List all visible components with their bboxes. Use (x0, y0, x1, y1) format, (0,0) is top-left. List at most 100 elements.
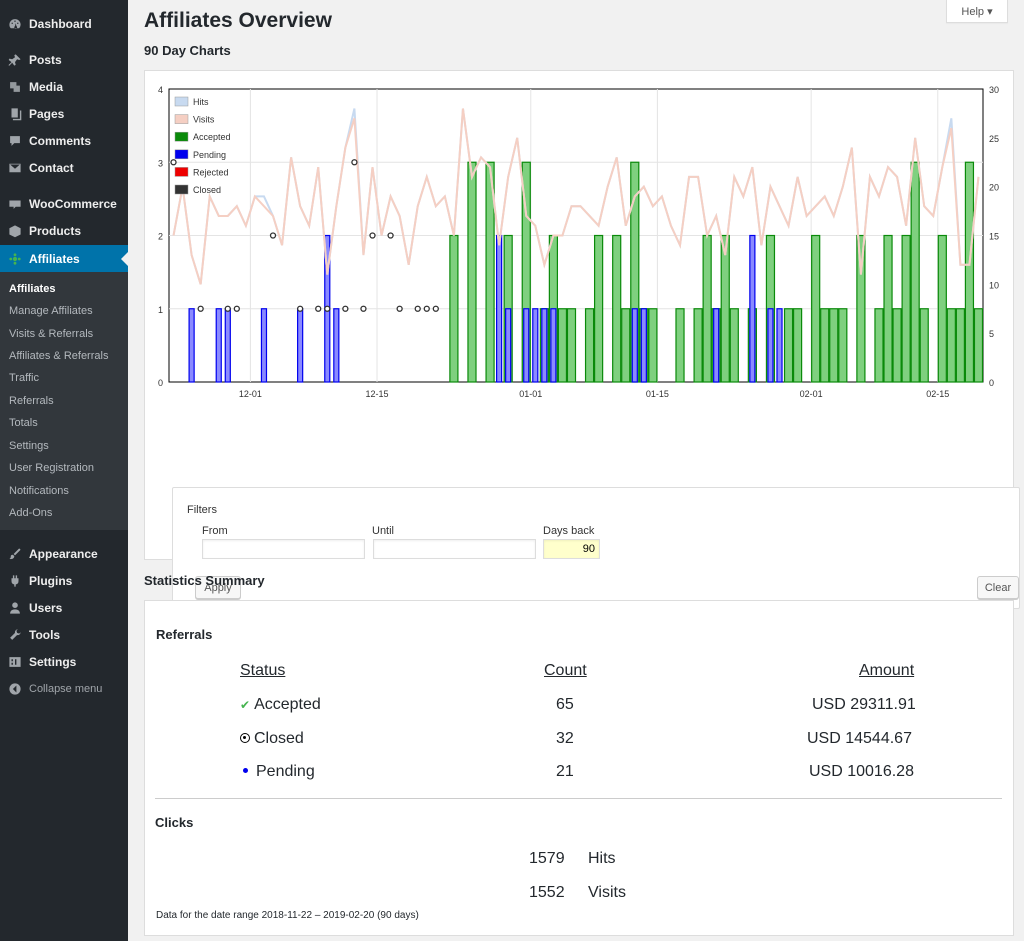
apply-button[interactable]: Apply (195, 576, 241, 599)
column-amount: Amount (859, 662, 915, 679)
wrench-icon (8, 628, 22, 642)
y-right-tick-label: 20 (989, 183, 999, 193)
menu-woocommerce[interactable]: WooCommerce (0, 190, 128, 217)
x-tick-label: 02-15 (926, 389, 949, 399)
clicks-heading: Clicks (155, 815, 194, 830)
menu-contact[interactable]: Contact (0, 154, 128, 181)
collapse-menu-button[interactable]: Collapse menu (0, 675, 128, 702)
x-tick-label: 01-15 (646, 389, 669, 399)
comment-icon (8, 134, 22, 148)
menu-media[interactable]: Media (0, 73, 128, 100)
hits-value: 1579 (529, 850, 565, 867)
closed-marker (414, 305, 421, 312)
pending-bar (749, 234, 756, 383)
submenu-visits-referrals[interactable]: Visits & Referrals (9, 328, 94, 340)
menu-label: WooCommerce (29, 196, 117, 211)
page-title: Affiliates Overview (144, 9, 332, 32)
submenu-add-ons[interactable]: Add-Ons (9, 507, 53, 519)
filters-title: Filters (187, 504, 217, 516)
closed-marker (360, 305, 367, 312)
accepted-bar (557, 308, 568, 383)
accepted-bar (702, 234, 712, 383)
days-back-input[interactable] (543, 539, 600, 559)
legend-label: Visits (193, 115, 215, 125)
y-right-tick-label: 25 (989, 134, 999, 144)
brush-icon (8, 547, 22, 561)
admin-sidebar: Dashboard Posts Media Pages Comments Con… (0, 0, 128, 941)
y-right-tick-label: 0 (989, 378, 994, 388)
menu-pages[interactable]: Pages (0, 100, 128, 127)
clear-button[interactable]: Clear (977, 576, 1019, 599)
submenu-user-registration[interactable]: User Registration (9, 462, 94, 474)
submenu-affiliates[interactable]: Affiliates (9, 283, 56, 295)
x-tick-label: 12-15 (366, 389, 389, 399)
menu-comments[interactable]: Comments (0, 127, 128, 154)
date-range-note: Data for the date range 2018-11-22 – 201… (156, 910, 419, 921)
x-tick-label: 02-01 (800, 389, 823, 399)
y-left-tick-label: 1 (158, 305, 163, 315)
accepted-bar (783, 308, 794, 383)
closed-marker (224, 305, 231, 312)
accepted-bar (946, 308, 956, 383)
menu-label: Settings (29, 654, 77, 669)
menu-affiliates[interactable]: Affiliates (0, 245, 128, 272)
status-label: Pending (256, 763, 315, 780)
pending-bar (333, 308, 340, 383)
accepted-bar (901, 234, 911, 383)
accepted-bar (584, 308, 595, 383)
section-divider (155, 798, 1002, 799)
charts-heading: 90 Day Charts (144, 43, 231, 58)
dashboard-icon (8, 17, 22, 31)
accepted-bar (910, 161, 920, 383)
submenu-totals[interactable]: Totals (9, 417, 38, 429)
until-date-input[interactable] (373, 539, 536, 559)
accepted-bar (612, 234, 622, 383)
menu-appearance[interactable]: Appearance (0, 540, 128, 567)
from-date-input[interactable] (202, 539, 365, 559)
hits-label: Hits (588, 850, 616, 867)
amount-pending: USD 10016.28 (809, 763, 914, 780)
y-left-tick-label: 0 (158, 378, 163, 388)
menu-settings[interactable]: Settings (0, 648, 128, 675)
accepted-bar (467, 161, 477, 383)
accepted-bar (811, 234, 821, 383)
closed-marker (342, 305, 349, 312)
accepted-bar (820, 308, 830, 383)
legend-swatch (174, 96, 189, 107)
user-icon (8, 601, 22, 615)
submenu-settings[interactable]: Settings (9, 440, 49, 452)
menu-label: Posts (29, 52, 62, 67)
count-closed: 32 (556, 730, 574, 747)
pending-bar (297, 308, 304, 383)
menu-products[interactable]: Products (0, 217, 128, 244)
accepted-bar (874, 308, 884, 383)
closed-marker (369, 232, 376, 239)
pending-bar (523, 308, 530, 383)
closed-marker (296, 305, 304, 312)
submenu-traffic[interactable]: Traffic (9, 372, 39, 384)
submenu-manage-affiliates[interactable]: Manage Affiliates (9, 305, 93, 317)
accepted-bar (955, 308, 966, 383)
pending-bar (496, 234, 503, 383)
legend-swatch (174, 184, 189, 195)
visits-line (172, 108, 980, 285)
status-label: Accepted (254, 696, 321, 713)
submenu-notifications[interactable]: Notifications (9, 485, 69, 497)
menu-label: Comments (29, 133, 92, 148)
menu-posts[interactable]: Posts (0, 46, 128, 73)
statistics-heading: Statistics Summary (144, 573, 265, 588)
accepted-bar (485, 161, 495, 383)
accepted-bar (675, 308, 685, 383)
referrals-heading: Referrals (156, 627, 213, 642)
menu-users[interactable]: Users (0, 594, 128, 621)
submenu-referrals[interactable]: Referrals (9, 395, 54, 407)
menu-tools[interactable]: Tools (0, 621, 128, 648)
submenu-affiliates-referrals[interactable]: Affiliates & Referrals (9, 350, 109, 362)
legend-swatch (174, 149, 189, 160)
closed-marker (351, 159, 358, 166)
affiliates-submenu: Affiliates Manage Affiliates Visits & Re… (0, 272, 128, 530)
help-tab-button[interactable]: Help ▾ (946, 0, 1008, 23)
menu-plugins[interactable]: Plugins (0, 567, 128, 594)
menu-dashboard[interactable]: Dashboard (0, 10, 128, 37)
menu-label: Pages (29, 106, 65, 121)
